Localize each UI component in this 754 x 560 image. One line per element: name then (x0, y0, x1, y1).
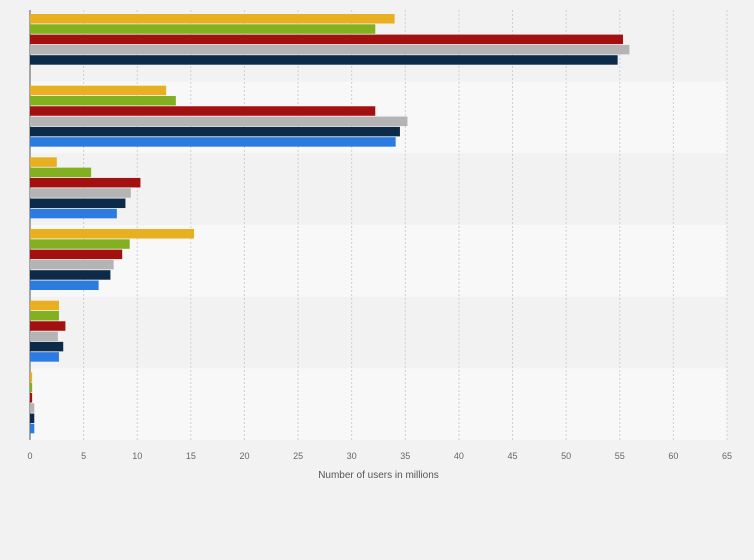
bar (30, 331, 58, 342)
bar (30, 106, 376, 116)
bar (30, 352, 59, 362)
bar (30, 413, 35, 424)
bar (30, 157, 57, 167)
bar (30, 95, 176, 106)
bar (30, 167, 92, 178)
bar (30, 34, 623, 45)
bar (30, 300, 59, 311)
bar (30, 239, 130, 249)
bar (30, 280, 99, 290)
x-tick-label: 30 (347, 451, 357, 461)
x-tick-label: 0 (27, 451, 32, 461)
bar (30, 85, 167, 96)
bar (30, 382, 33, 393)
bar (30, 126, 400, 137)
x-tick-label: 45 (508, 451, 518, 461)
bar (30, 198, 126, 209)
x-tick-label: 25 (293, 451, 303, 461)
bar (30, 270, 111, 280)
x-tick-label: 60 (668, 451, 678, 461)
x-tick-label: 65 (722, 451, 732, 461)
bar (30, 372, 33, 382)
bar (30, 229, 195, 239)
bar (30, 14, 395, 24)
bar (30, 321, 66, 331)
bar (30, 55, 618, 65)
category-band (30, 368, 727, 440)
bar (30, 259, 114, 270)
category-band (30, 153, 727, 225)
x-tick-label: 10 (132, 451, 142, 461)
bar (30, 177, 141, 188)
bar (30, 341, 64, 352)
x-tick-label: 50 (561, 451, 571, 461)
x-tick-label: 15 (186, 451, 196, 461)
bar (30, 249, 123, 260)
bar (30, 116, 408, 127)
x-axis-title: Number of users in millions (318, 470, 439, 481)
bar (30, 208, 117, 219)
bar (30, 392, 33, 403)
x-tick-label: 35 (400, 451, 410, 461)
x-tick-label: 5 (81, 451, 86, 461)
bar (30, 44, 630, 55)
category-band (30, 296, 727, 369)
bar (30, 188, 131, 198)
x-tick-label: 40 (454, 451, 464, 461)
bar (30, 310, 59, 321)
bar (30, 403, 35, 413)
x-tick-label: 55 (615, 451, 625, 461)
bar (30, 137, 396, 147)
x-tick-label: 20 (239, 451, 249, 461)
bar (30, 24, 376, 34)
bar (30, 423, 35, 434)
